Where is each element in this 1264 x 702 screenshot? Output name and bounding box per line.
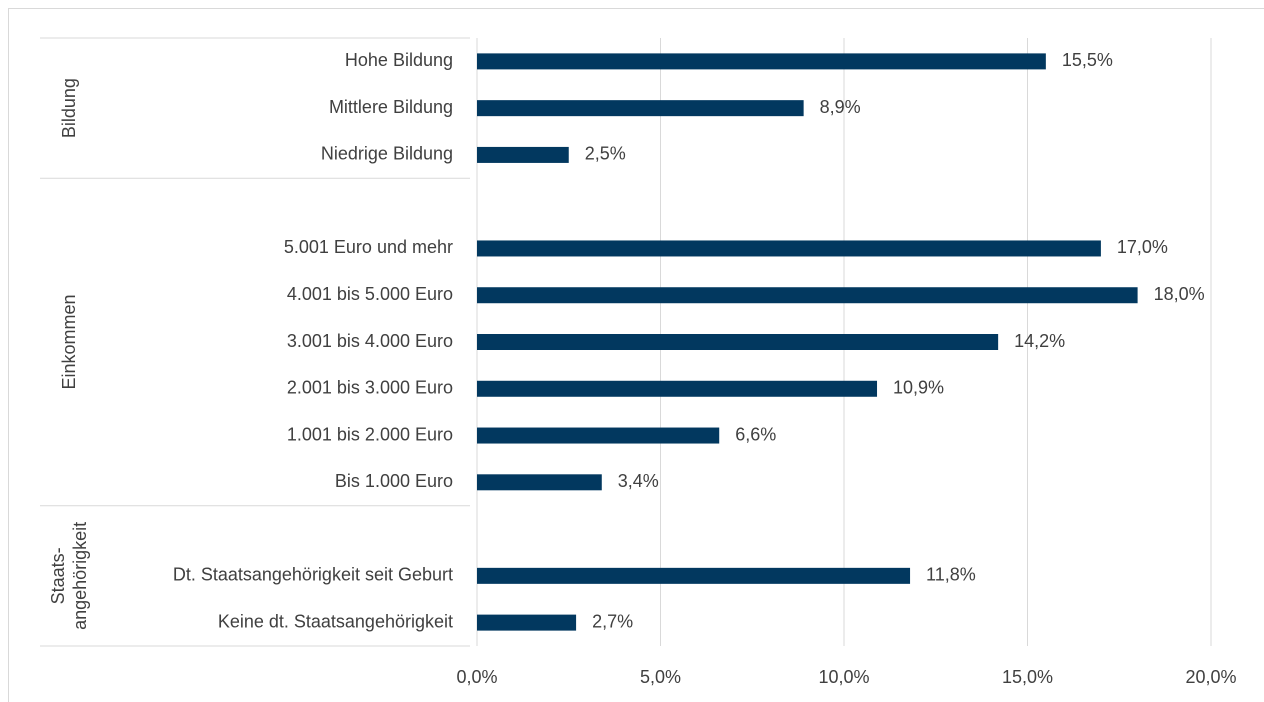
value-label: 2,7% — [592, 611, 633, 631]
x-tick-label: 20,0% — [1185, 667, 1236, 687]
value-label: 10,9% — [893, 378, 944, 398]
value-label: 3,4% — [618, 471, 659, 491]
y-tick-label: Hohe Bildung — [345, 50, 453, 70]
group-label: Einkommen — [59, 294, 79, 389]
x-tick-label: 10,0% — [818, 667, 869, 687]
value-label: 18,0% — [1154, 284, 1205, 304]
value-label: 15,5% — [1062, 50, 1113, 70]
group-label: Bildung — [59, 78, 79, 138]
value-label: 8,9% — [820, 97, 861, 117]
group-label-line: Bildung — [59, 78, 79, 138]
value-label: 17,0% — [1117, 237, 1168, 257]
x-tick-label: 5,0% — [640, 667, 681, 687]
bar — [477, 334, 999, 350]
group-label-line: Staats- — [48, 547, 68, 604]
bar — [477, 146, 569, 163]
x-tick-label: 15,0% — [1002, 667, 1053, 687]
x-tick-label: 0,0% — [456, 667, 497, 687]
y-tick-label: 3.001 bis 4.000 Euro — [287, 331, 453, 351]
y-tick-label: 2.001 bis 3.000 Euro — [287, 378, 453, 398]
value-label: 2,5% — [585, 144, 626, 164]
bar — [477, 474, 602, 491]
chart-frame — [8, 8, 1264, 702]
group-label-line: angehörigkeit — [70, 522, 90, 630]
bar — [477, 380, 878, 397]
bar — [477, 53, 1046, 70]
bar — [477, 240, 1101, 257]
y-tick-label: Keine dt. Staatsangehörigkeit — [218, 611, 453, 631]
y-tick-label: Mittlere Bildung — [329, 97, 453, 117]
bar — [477, 427, 720, 444]
y-tick-label: Dt. Staatsangehörigkeit seit Geburt — [173, 565, 453, 585]
bar — [477, 567, 911, 584]
y-tick-label: 5.001 Euro und mehr — [284, 237, 453, 257]
y-tick-label: Bis 1.000 Euro — [335, 471, 453, 491]
group-label: Staats-angehörigkeit — [48, 522, 90, 630]
y-tick-label: 4.001 bis 5.000 Euro — [287, 284, 453, 304]
y-tick-label: Niedrige Bildung — [321, 144, 453, 164]
bar — [477, 614, 577, 631]
value-label: 14,2% — [1014, 331, 1065, 351]
bar — [477, 100, 804, 117]
value-label: 6,6% — [735, 424, 776, 444]
bar — [477, 287, 1138, 304]
group-label-line: Einkommen — [59, 294, 79, 389]
y-tick-label: 1.001 bis 2.000 Euro — [287, 424, 453, 444]
value-label: 11,8% — [926, 565, 976, 585]
